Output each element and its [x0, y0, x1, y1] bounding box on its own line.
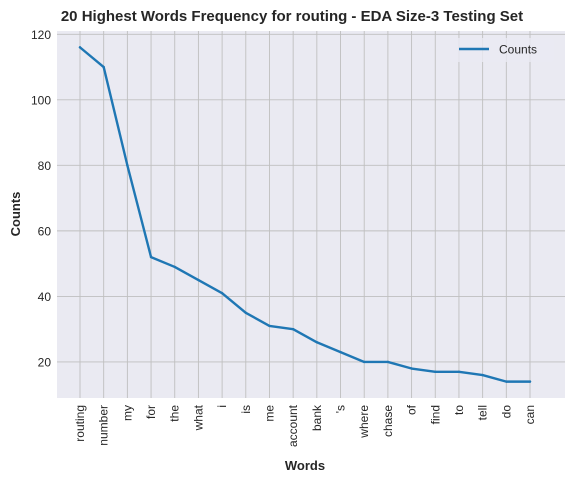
y-axis-ticks: 20 40 60 80 100 120 — [31, 28, 51, 370]
data-point — [126, 164, 129, 167]
chart-title: 20 Highest Words Frequency for routing -… — [61, 8, 523, 25]
x-tick-label: where — [357, 405, 371, 439]
x-tick-label: account — [286, 404, 300, 447]
data-point — [434, 370, 437, 373]
x-axis-ticks: routing number my for the what i is me account ban… — [73, 404, 537, 447]
x-tick-label: is — [239, 405, 253, 414]
data-point — [291, 327, 295, 331]
x-tick-label: number — [97, 405, 111, 446]
series-points — [78, 46, 532, 383]
legend: Counts — [450, 38, 554, 62]
data-point — [457, 370, 461, 373]
y-axis-label: Counts — [8, 192, 23, 237]
data-point — [528, 380, 532, 383]
x-tick-label: what — [191, 404, 205, 431]
plot-background — [57, 31, 565, 398]
x-tick-label: routing — [73, 405, 87, 442]
data-point — [173, 265, 176, 269]
x-tick-label: to — [452, 405, 466, 415]
x-tick-label: tell — [476, 405, 490, 420]
y-tick-label: 120 — [31, 28, 51, 42]
data-point — [197, 278, 200, 282]
y-tick-label: 100 — [31, 93, 51, 107]
x-tick-label: can — [523, 405, 537, 424]
x-tick-label: my — [120, 405, 134, 421]
data-point — [339, 350, 342, 354]
legend-label: Counts — [499, 43, 537, 57]
data-point — [315, 341, 319, 344]
x-tick-label: of — [405, 404, 419, 415]
data-point — [410, 367, 413, 370]
x-tick-label: 's — [334, 405, 348, 413]
x-tick-label: find — [428, 405, 442, 424]
x-tick-label: i — [215, 405, 229, 408]
data-point — [220, 291, 224, 295]
data-point — [149, 255, 153, 259]
data-point — [363, 360, 366, 364]
x-tick-label: for — [144, 405, 158, 419]
x-tick-label: the — [168, 405, 182, 422]
x-tick-label: me — [262, 405, 276, 422]
x-tick-label: bank — [310, 404, 324, 431]
data-point — [481, 373, 484, 377]
y-tick-label: 20 — [38, 355, 52, 369]
data-point — [244, 311, 247, 315]
data-point — [386, 360, 390, 364]
legend-box — [450, 38, 554, 62]
data-point — [102, 65, 105, 69]
data-point — [268, 324, 271, 328]
y-tick-label: 40 — [38, 290, 52, 304]
y-tick-label: 60 — [38, 224, 52, 238]
x-tick-label: do — [499, 405, 513, 419]
data-point — [505, 380, 508, 383]
x-axis-label: Words — [285, 458, 325, 473]
grid-lines — [57, 31, 565, 398]
x-tick-label: chase — [381, 405, 395, 437]
y-tick-label: 80 — [38, 159, 52, 173]
series-line-counts — [78, 46, 532, 383]
data-point — [78, 46, 82, 49]
